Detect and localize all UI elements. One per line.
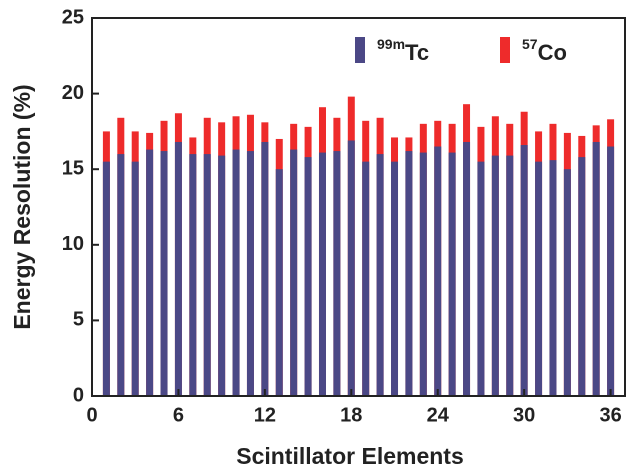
bar <box>592 141 600 396</box>
bar <box>131 161 139 396</box>
bar <box>146 149 154 396</box>
bar <box>261 141 269 396</box>
bar <box>362 161 370 396</box>
bar <box>491 155 499 396</box>
bar <box>563 169 571 396</box>
x-tick-label: 6 <box>173 404 184 426</box>
bar <box>405 151 413 396</box>
y-tick-label: 10 <box>62 233 84 255</box>
x-tick-label: 18 <box>340 404 362 426</box>
bar <box>347 140 355 396</box>
legend-label: 99mTc <box>377 36 429 65</box>
bar <box>102 161 110 396</box>
legend-label: 57Co <box>522 36 567 65</box>
bar <box>419 152 427 396</box>
bar <box>463 141 471 396</box>
bar <box>506 155 514 396</box>
bar <box>232 149 240 396</box>
bar <box>391 161 399 396</box>
bar <box>189 154 197 396</box>
bar <box>520 145 528 396</box>
x-axis-title: Scintillator Elements <box>236 443 464 469</box>
bar <box>290 149 298 396</box>
x-tick-label: 12 <box>254 404 276 426</box>
x-tick-label: 24 <box>427 404 450 426</box>
y-tick-label: 25 <box>62 6 84 28</box>
bar <box>246 151 254 396</box>
y-tick-label: 20 <box>62 82 84 104</box>
bar <box>218 155 226 396</box>
legend-swatch <box>355 37 365 63</box>
bar <box>304 157 312 396</box>
legend-swatch <box>500 37 510 63</box>
plot-frame <box>91 17 626 397</box>
y-tick-label: 5 <box>73 309 84 331</box>
bar <box>203 154 211 396</box>
y-tick-label: 15 <box>62 157 84 179</box>
x-tick-label: 36 <box>599 404 621 426</box>
bar <box>174 141 182 396</box>
bar <box>578 157 586 396</box>
bar <box>448 152 456 396</box>
bar <box>607 146 615 396</box>
y-axis-title: Energy Resolution (%) <box>9 84 35 329</box>
bar <box>535 161 543 396</box>
y-tick-label: 0 <box>73 384 84 406</box>
bar <box>275 169 283 396</box>
x-tick-label: 30 <box>513 404 535 426</box>
bar <box>549 160 557 396</box>
bar <box>318 152 326 396</box>
bar <box>160 151 168 396</box>
bar <box>117 154 125 396</box>
bar <box>333 151 341 396</box>
bar <box>376 154 384 396</box>
bar <box>477 161 485 396</box>
x-tick-label: 0 <box>86 404 97 426</box>
bar <box>434 146 442 396</box>
